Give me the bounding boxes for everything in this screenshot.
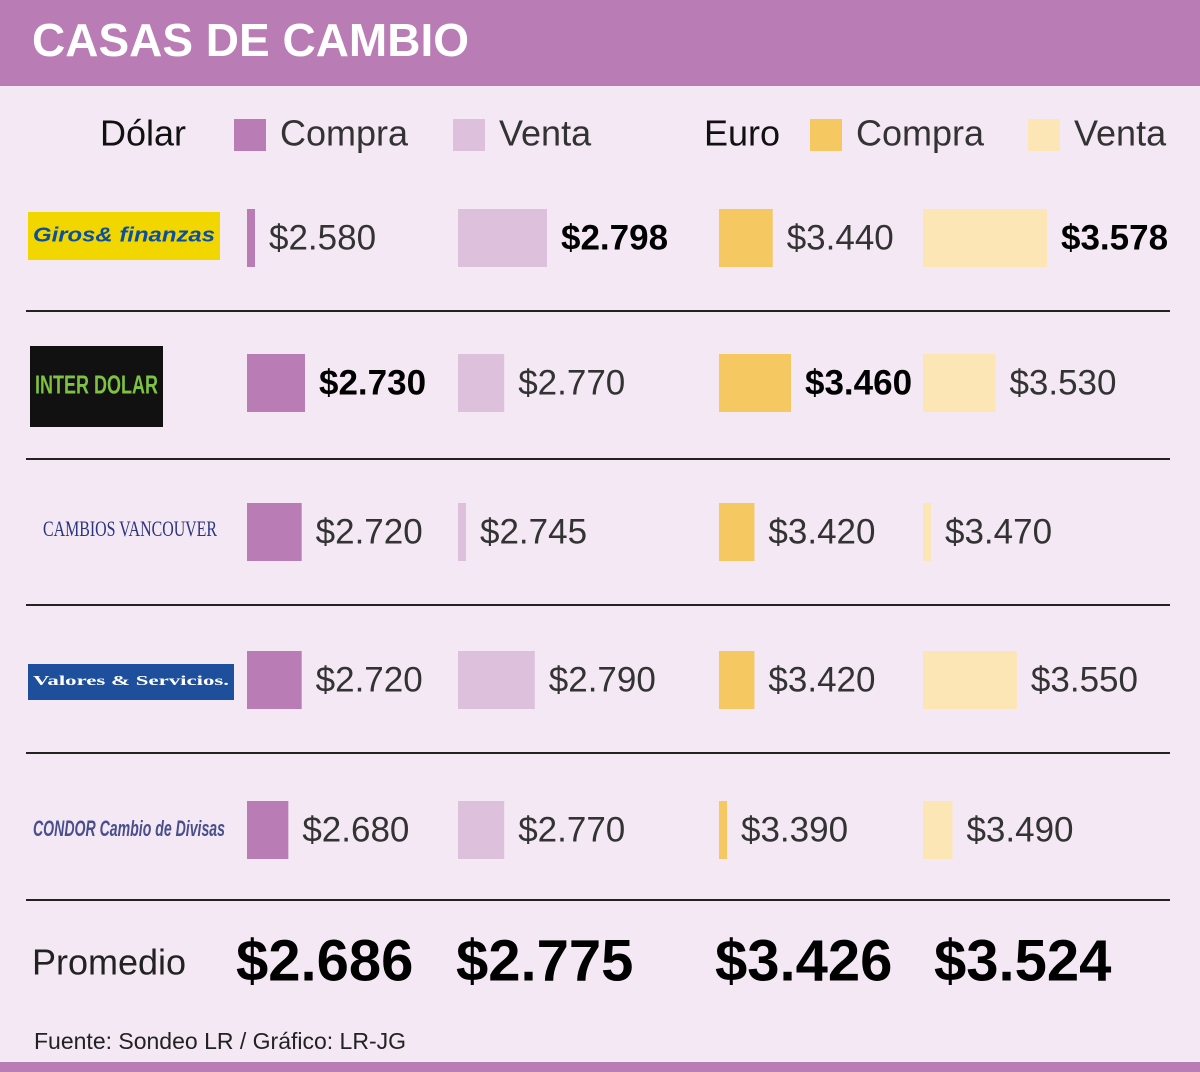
bar [719, 503, 755, 561]
legend-label: Compra [280, 113, 409, 154]
legend-label: Compra [856, 113, 985, 154]
value-label: $3.440 [787, 218, 894, 257]
bar [719, 354, 791, 412]
value-label: $2.798 [561, 218, 668, 257]
bar [458, 209, 547, 267]
bar [923, 651, 1017, 709]
category-logo: CAMBIOS VANCOUVER [43, 516, 217, 541]
value-label: $3.490 [966, 810, 1073, 849]
legend-group: Dólar [100, 113, 186, 154]
value-label: $2.790 [549, 660, 656, 699]
average-name: Promedio [32, 942, 186, 983]
bar [923, 503, 931, 561]
value-label: $3.530 [1009, 363, 1116, 402]
value-label: $3.420 [768, 660, 875, 699]
legend-label: Venta [499, 113, 592, 154]
logo-box [28, 664, 234, 700]
bar [719, 651, 755, 709]
bar [247, 801, 289, 859]
value-label: $3.390 [741, 810, 848, 849]
value-label: $3.460 [805, 363, 912, 402]
average-label: $2.686 [236, 928, 413, 993]
value-label: $3.470 [945, 512, 1052, 551]
legend-swatch [810, 119, 842, 151]
logo-box [28, 212, 220, 260]
bar [458, 651, 535, 709]
logo-box [30, 346, 163, 427]
value-label: $2.770 [518, 363, 625, 402]
bar [247, 503, 302, 561]
footer-bar [0, 1062, 1200, 1072]
value-label: $2.770 [518, 810, 625, 849]
bar [923, 801, 953, 859]
bar [247, 209, 255, 267]
legend-label: Venta [1074, 113, 1167, 154]
legend-swatch [234, 119, 266, 151]
bar [458, 801, 505, 859]
source: Fuente: Sondeo LR / Gráfico: LR-JG [34, 1028, 406, 1054]
bar [458, 503, 466, 561]
category-logo: Valores & Servicios. [33, 674, 229, 689]
bar [719, 801, 727, 859]
bar [458, 354, 505, 412]
value-label: $3.578 [1061, 218, 1168, 257]
bar [247, 354, 305, 412]
bar [719, 209, 773, 267]
value-label: $2.745 [480, 512, 587, 551]
value-label: $2.580 [269, 218, 376, 257]
bar [247, 651, 302, 709]
header-bar [0, 0, 1200, 86]
value-label: $2.720 [316, 660, 423, 699]
value-label: $3.420 [768, 512, 875, 551]
legend-group: Euro [704, 113, 780, 154]
value-label: $2.680 [302, 810, 409, 849]
bar [923, 209, 1047, 267]
category-logo: Giros& finanzas [33, 224, 215, 246]
value-label: $3.550 [1031, 660, 1138, 699]
category-logo: CONDOR Cambio de Divisas [33, 816, 225, 841]
average-label: $2.775 [456, 928, 633, 993]
legend-swatch [453, 119, 485, 151]
average-label: $3.524 [934, 928, 1111, 993]
value-label: $2.730 [319, 363, 426, 402]
category-logo: INTER DOLAR [35, 369, 158, 399]
average-label: $3.426 [715, 928, 892, 993]
value-label: $2.720 [316, 512, 423, 551]
bar [923, 354, 996, 412]
legend-swatch [1028, 119, 1060, 151]
chart-title: CASAS DE CAMBIO [32, 14, 469, 66]
